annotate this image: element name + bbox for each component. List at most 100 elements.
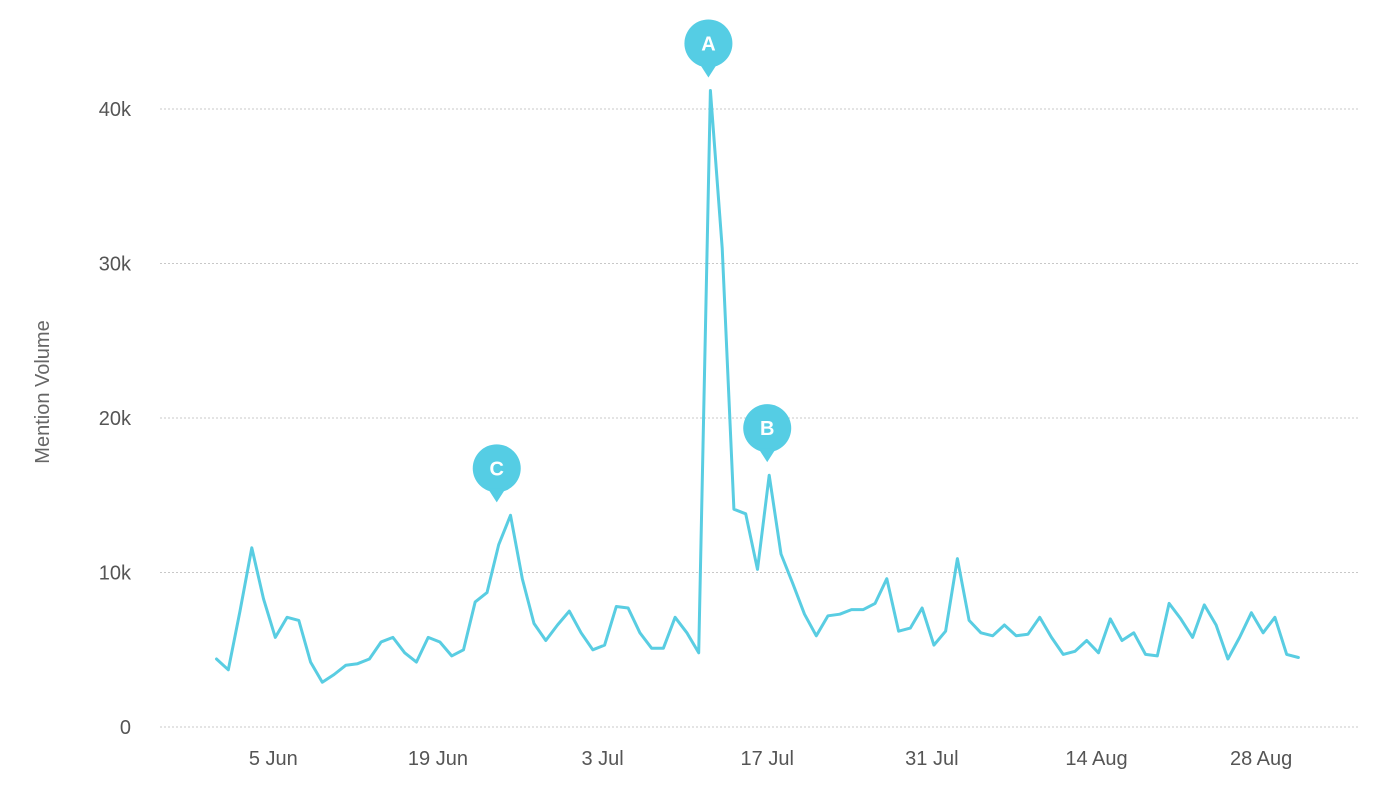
- data-point[interactable]: [1296, 656, 1300, 660]
- data-point[interactable]: [462, 648, 466, 652]
- data-point[interactable]: [803, 612, 807, 616]
- data-point[interactable]: [567, 609, 571, 613]
- data-point[interactable]: [485, 591, 489, 595]
- data-point[interactable]: [1061, 652, 1065, 656]
- data-point[interactable]: [297, 618, 301, 622]
- data-point[interactable]: [1014, 634, 1018, 638]
- data-point[interactable]: [579, 631, 583, 635]
- annotation-marker-b[interactable]: B: [743, 404, 792, 463]
- data-point[interactable]: [673, 615, 677, 619]
- data-point[interactable]: [238, 609, 242, 613]
- data-point[interactable]: [850, 608, 854, 612]
- data-point[interactable]: [285, 615, 289, 619]
- data-point[interactable]: [332, 673, 336, 677]
- data-point[interactable]: [544, 639, 548, 643]
- data-point[interactable]: [756, 567, 760, 571]
- data-point[interactable]: [1249, 611, 1253, 615]
- data-point[interactable]: [1202, 603, 1206, 607]
- data-point[interactable]: [497, 543, 501, 547]
- data-point[interactable]: [250, 546, 254, 550]
- data-point[interactable]: [826, 614, 830, 618]
- data-point[interactable]: [885, 577, 889, 581]
- data-point[interactable]: [1026, 632, 1030, 636]
- data-point[interactable]: [708, 89, 712, 93]
- data-point[interactable]: [1132, 631, 1136, 635]
- data-point[interactable]: [379, 640, 383, 644]
- data-point[interactable]: [685, 631, 689, 635]
- data-point[interactable]: [897, 629, 901, 633]
- data-point[interactable]: [1226, 657, 1230, 661]
- data-point[interactable]: [955, 557, 959, 561]
- data-point[interactable]: [356, 662, 360, 666]
- data-point[interactable]: [967, 618, 971, 622]
- data-point[interactable]: [1261, 631, 1265, 635]
- data-point[interactable]: [215, 657, 219, 661]
- data-point[interactable]: [744, 512, 748, 516]
- data-point[interactable]: [473, 600, 477, 604]
- data-point[interactable]: [1144, 652, 1148, 656]
- data-point[interactable]: [556, 623, 560, 627]
- data-point[interactable]: [1085, 639, 1089, 643]
- data-point[interactable]: [1050, 635, 1054, 639]
- data-point[interactable]: [626, 606, 630, 610]
- data-point[interactable]: [403, 651, 407, 655]
- data-point[interactable]: [1214, 623, 1218, 627]
- data-point[interactable]: [1108, 617, 1112, 621]
- data-point[interactable]: [520, 577, 524, 581]
- data-point[interactable]: [908, 626, 912, 630]
- data-point[interactable]: [814, 634, 818, 638]
- data-point[interactable]: [979, 631, 983, 635]
- data-point[interactable]: [861, 608, 865, 612]
- data-point[interactable]: [767, 473, 771, 477]
- data-point[interactable]: [603, 643, 607, 647]
- data-point[interactable]: [1238, 635, 1242, 639]
- data-point[interactable]: [273, 635, 277, 639]
- data-point[interactable]: [779, 552, 783, 556]
- data-point[interactable]: [438, 640, 442, 644]
- data-point[interactable]: [720, 246, 724, 250]
- data-point[interactable]: [426, 635, 430, 639]
- data-point[interactable]: [1073, 649, 1077, 653]
- x-tick-label: 19 Jun: [408, 748, 468, 770]
- data-point[interactable]: [1155, 654, 1159, 658]
- data-point[interactable]: [509, 513, 513, 517]
- data-point[interactable]: [226, 668, 230, 672]
- data-point[interactable]: [650, 646, 654, 650]
- data-point[interactable]: [791, 581, 795, 585]
- data-point[interactable]: [1097, 651, 1101, 655]
- data-point[interactable]: [873, 601, 877, 605]
- annotation-marker-a[interactable]: A: [684, 19, 733, 78]
- data-point[interactable]: [591, 648, 595, 652]
- annotation-marker-c[interactable]: C: [472, 444, 521, 503]
- data-point[interactable]: [838, 612, 842, 616]
- data-point[interactable]: [262, 597, 266, 601]
- annotation-markers: A B C: [472, 19, 792, 503]
- data-point[interactable]: [344, 663, 348, 667]
- data-point[interactable]: [920, 606, 924, 610]
- data-point[interactable]: [697, 651, 701, 655]
- y-tick-label: 20k: [99, 408, 132, 430]
- data-point[interactable]: [1179, 617, 1183, 621]
- data-point[interactable]: [732, 507, 736, 511]
- data-point[interactable]: [932, 643, 936, 647]
- data-point[interactable]: [944, 629, 948, 633]
- data-point[interactable]: [391, 635, 395, 639]
- data-point[interactable]: [1191, 635, 1195, 639]
- data-point[interactable]: [450, 654, 454, 658]
- annotation-label: A: [701, 33, 715, 55]
- data-point[interactable]: [309, 660, 313, 664]
- data-point[interactable]: [320, 680, 324, 684]
- data-point[interactable]: [991, 634, 995, 638]
- data-point[interactable]: [367, 657, 371, 661]
- data-point[interactable]: [661, 646, 665, 650]
- data-point[interactable]: [1167, 601, 1171, 605]
- data-point[interactable]: [1002, 623, 1006, 627]
- data-point[interactable]: [1120, 639, 1124, 643]
- data-point[interactable]: [1038, 615, 1042, 619]
- data-point[interactable]: [1285, 652, 1289, 656]
- data-point[interactable]: [1273, 615, 1277, 619]
- data-point[interactable]: [638, 631, 642, 635]
- data-point[interactable]: [614, 605, 618, 609]
- data-point[interactable]: [532, 622, 536, 626]
- data-point[interactable]: [414, 660, 418, 664]
